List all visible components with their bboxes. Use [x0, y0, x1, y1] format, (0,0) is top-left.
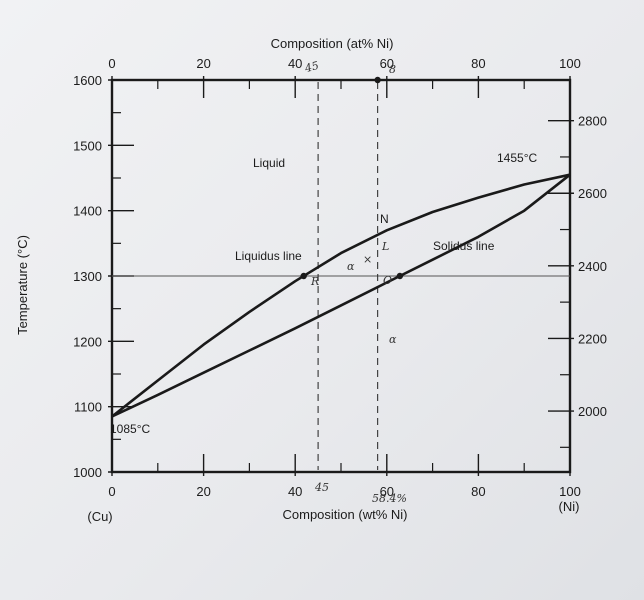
- bottom-axis-tick-label: 0: [108, 484, 115, 499]
- bottom-axis-tick-label: 40: [288, 484, 302, 499]
- top-axis-title: Composition (at% Ni): [271, 36, 394, 51]
- annotation-liquidus-line: Liquidus line: [235, 249, 302, 263]
- annotation-point-O: O: [383, 274, 392, 287]
- left-axis-title: Temperature (°C): [15, 235, 30, 335]
- top-axis-tick-label: 100: [559, 56, 581, 71]
- right-axis-tick-label: 2400: [578, 259, 607, 274]
- solidus-curve: [111, 173, 571, 418]
- handwritten-bottom-45: 45: [314, 481, 329, 494]
- left-axis-tick-label: 1100: [74, 400, 102, 415]
- handwritten-top-45: 45: [302, 59, 320, 75]
- point-top-axis-58: [374, 76, 381, 84]
- annotation-two-phase-alpha: α: [347, 260, 355, 273]
- annotation-point-N: N: [380, 212, 389, 226]
- annotation-liquid: Liquid: [253, 156, 285, 170]
- top-axis-tick-label: 80: [471, 56, 485, 71]
- point-liquidus-1300: [300, 272, 307, 280]
- top-axis-tick-label: 20: [196, 56, 210, 71]
- point-solidus-1300: [396, 272, 404, 280]
- left-axis-tick-label: 1500: [73, 138, 102, 153]
- annotation-ni-melting: 1455°C: [497, 151, 537, 165]
- annotation-cu-melting: 1085°C: [110, 422, 150, 436]
- top-axis-tick-label: 60: [380, 56, 394, 71]
- annotation-two-phase-L: L: [381, 240, 389, 253]
- right-axis-tick-label: 2200: [578, 331, 607, 346]
- bottom-axis-left-end-label: (Cu): [87, 509, 112, 524]
- annotation-solidus-line: Solidus line: [433, 239, 495, 253]
- right-axis-tick-label: 2800: [578, 114, 607, 129]
- bottom-axis-tick-label: 100: [559, 484, 581, 499]
- top-axis-tick-label: 40: [288, 56, 302, 71]
- handwritten-top-8: 8: [389, 63, 396, 76]
- annotation-two-phase-x: ×: [363, 253, 372, 266]
- left-axis-tick-label: 1600: [73, 73, 102, 88]
- bottom-axis-tick-label: 60: [380, 484, 394, 499]
- bottom-axis-tick-label: 20: [196, 484, 210, 499]
- bottom-axis-title: Composition (wt% Ni): [283, 507, 408, 522]
- top-axis-tick-label: 0: [108, 56, 115, 71]
- left-axis-tick-label: 1000: [73, 465, 102, 480]
- right-axis-tick-label: 2000: [578, 404, 607, 419]
- handwritten-bottom-58: 58.4%: [372, 492, 407, 505]
- left-axis-tick-label: 1300: [73, 269, 102, 284]
- left-axis-tick-label: 1400: [73, 204, 102, 219]
- right-axis-tick-label: 2600: [578, 186, 607, 201]
- annotation-point-R: R: [310, 275, 319, 288]
- annotation-alpha-region: α: [389, 333, 397, 346]
- liquidus-curve: [111, 173, 571, 418]
- left-axis-tick-label: 1200: [73, 334, 102, 349]
- bottom-axis-tick-label: 80: [471, 484, 485, 499]
- bottom-axis-right-end-label: (Ni): [559, 499, 580, 514]
